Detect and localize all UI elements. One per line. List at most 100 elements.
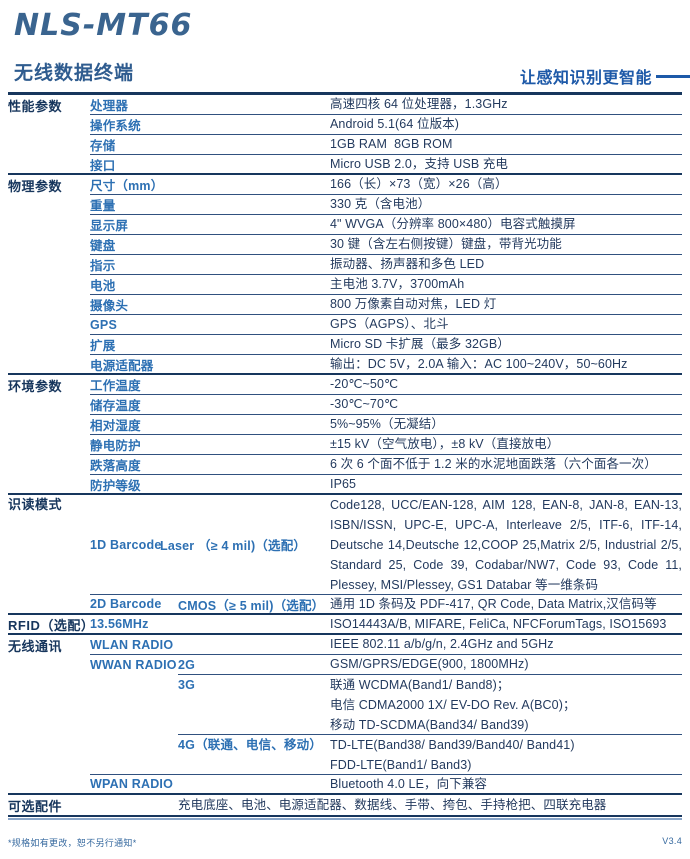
attr-label: 操作系统: [90, 119, 141, 133]
spacer: [8, 435, 90, 455]
spacer: [8, 355, 90, 373]
table-row: 物理参数 尺寸（mm） 166（长）×73（宽）×26（高）: [8, 175, 682, 195]
spacer: [8, 275, 90, 295]
row-content: 13.56MHz ISO14443A/B, MIFARE, FeliCa, NF…: [90, 615, 682, 633]
attr-value: GPS（AGPS）、北斗: [330, 317, 449, 331]
spacer: [8, 595, 90, 613]
row-content: 键盘 30 键（含左右侧按键）键盘，带背光功能: [90, 235, 682, 255]
barcode-type-label: 1D Barcode: [90, 537, 162, 552]
row-content: 接口 Micro USB 2.0，支持 USB 充电: [90, 155, 682, 173]
spacer: [8, 455, 90, 475]
attr-label: 13.56MHz: [90, 617, 149, 631]
table-row: 环境参数 工作温度 -20℃~50℃: [8, 375, 682, 395]
table-row-4g: 4G（联通、电信、移动） TD-LTE(Band38/ Band39/Band4…: [8, 735, 682, 775]
attr-value: 主电池 3.7V，3700mAh: [330, 277, 465, 291]
section-label-performance: 性能参数: [8, 98, 63, 114]
row-content: 3G 联通 WCDMA(Band1/ Band8)； 电信 CDMA2000 1…: [178, 675, 682, 735]
table-row-1d-barcode: 识读模式 1D Barcode Laser （≥ 4 mil)（选配） Code…: [8, 495, 682, 595]
attr-value: Bluetooth 4.0 LE，向下兼容: [330, 776, 488, 791]
attr-label: 键盘: [90, 239, 116, 253]
row-content: 处理器 高速四核 64 位处理器，1.3GHz: [90, 95, 682, 115]
attr-value: 高速四核 64 位处理器，1.3GHz: [330, 97, 508, 111]
spacer: [8, 675, 90, 735]
table-row: 电源适配器 输出：DC 5V，2.0A 输入：AC 100~240V，50~60…: [8, 355, 682, 375]
attr-value: Code128, UCC/EAN-128, AIM 128, EAN-8, JA…: [330, 497, 682, 592]
attr-label: WWAN RADIO: [90, 658, 177, 672]
spacer: [8, 115, 90, 135]
spacer: [8, 235, 90, 255]
attr-label: 尺寸（mm）: [90, 179, 164, 193]
spacer: [8, 655, 90, 675]
spacer: [8, 475, 90, 493]
table-row: 储存温度 -30℃~70℃: [8, 395, 682, 415]
spacer: [8, 775, 90, 793]
header-rule: [8, 92, 682, 95]
table-row-2d-barcode: 2D Barcode CMOS（≥ 5 mil)（选配） 通用 1D 条码及 P…: [8, 595, 682, 615]
table-row-3g: 3G 联通 WCDMA(Band1/ Band8)； 电信 CDMA2000 1…: [8, 675, 682, 735]
attr-value: 6 次 6 个面不低于 1.2 米的水泥地面跌落（六个面各一次）: [330, 457, 657, 471]
attr-value: ±15 kV（空气放电），±8 kV（直接放电）: [330, 437, 560, 451]
section-label-rfid: RFID（选配）: [8, 617, 95, 633]
brand-slogan: 让感知识别更智能: [519, 70, 652, 87]
attr-value: Android 5.1(64 位版本): [330, 117, 460, 131]
attr-label: WPAN RADIO: [90, 777, 174, 791]
section-label-scanning: 识读模式: [8, 497, 63, 512]
attr-value: 通用 1D 条码及 PDF-417, QR Code, Data Matrix,…: [330, 596, 657, 611]
spacer: [8, 335, 90, 355]
attr-label: 防护等级: [90, 478, 141, 493]
attr-label: 储存温度: [90, 399, 141, 413]
attr-label: 相对湿度: [90, 419, 141, 433]
product-model-title: NLS-MT66: [14, 8, 193, 43]
attr-label: 扩展: [90, 339, 116, 353]
row-content: 储存温度 -30℃~70℃: [90, 395, 682, 415]
spec-table: 性能参数 处理器 高速四核 64 位处理器，1.3GHz 操作系统 Androi…: [8, 95, 682, 815]
engine-label: Laser （≥ 4 mil)（选配）: [160, 539, 307, 553]
row-content: 存储 1GB RAM 8GB ROM: [90, 135, 682, 155]
table-row: 接口 Micro USB 2.0，支持 USB 充电: [8, 155, 682, 175]
attr-value: 30 键（含左右侧按键）键盘，带背光功能: [330, 237, 562, 251]
table-row: 扩展 Micro SD 卡扩展（最多 32GB）: [8, 335, 682, 355]
attr-value: IP65: [330, 476, 357, 491]
row-content: 摄像头 800 万像素自动对焦，LED 灯: [90, 295, 682, 315]
spacer: [8, 735, 90, 775]
table-row: GPS GPS（AGPS）、北斗: [8, 315, 682, 335]
slogan-dash-rule: [656, 75, 690, 78]
attr-value: Micro USB 2.0，支持 USB 充电: [330, 156, 509, 171]
section-label-wireless: 无线通讯: [8, 638, 63, 654]
value-line: TD-LTE(Band38/ Band39/Band40/ Band41): [330, 737, 575, 752]
row-content: 2D Barcode CMOS（≥ 5 mil)（选配） 通用 1D 条码及 P…: [90, 595, 682, 613]
table-row: 重量 330 克（含电池）: [8, 195, 682, 215]
engine-label: CMOS（≥ 5 mil)（选配）: [178, 598, 325, 613]
row-content: 尺寸（mm） 166（长）×73（宽）×26（高）: [90, 175, 682, 195]
spacer: [8, 215, 90, 235]
attr-label: GPS: [90, 317, 117, 332]
barcode-type-label: 2D Barcode: [90, 597, 162, 611]
spacer: [8, 295, 90, 315]
attr-value: 5%~95%（无凝结）: [330, 417, 444, 431]
band-label: 2G: [178, 657, 196, 672]
row-content: 充电底座、电池、电源适配器、数据线、手带、挎包、手持枪把、四联充电器: [90, 795, 682, 815]
attr-value: Micro SD 卡扩展（最多 32GB）: [330, 337, 510, 351]
table-row: 相对湿度 5%~95%（无凝结）: [8, 415, 682, 435]
disclaimer-note: *规格如有更改，恕不另行通知*: [8, 838, 137, 848]
row-content: 显示屏 4" WVGA（分辨率 800×480）电容式触摸屏: [90, 215, 682, 235]
spacer: [8, 415, 90, 435]
table-row: 跌落高度 6 次 6 个面不低于 1.2 米的水泥地面跌落（六个面各一次）: [8, 455, 682, 475]
section-label-physical: 物理参数: [8, 178, 63, 194]
table-row: 电池 主电池 3.7V，3700mAh: [8, 275, 682, 295]
band-label: 3G: [178, 678, 196, 692]
attr-label: 处理器: [90, 99, 129, 113]
attr-label: 跌落高度: [90, 459, 141, 473]
attr-label: 电源适配器: [90, 358, 154, 373]
row-content: 2G GSM/GPRS/EDGE(900, 1800MHz): [178, 655, 682, 675]
row-content: 电池 主电池 3.7V，3700mAh: [90, 275, 682, 295]
table-row: 存储 1GB RAM 8GB ROM: [8, 135, 682, 155]
value-line: FDD-LTE(Band1/ Band3): [330, 757, 472, 772]
attr-label: 工作温度: [90, 379, 141, 393]
attr-value: TD-LTE(Band38/ Band39/Band40/ Band41) FD…: [330, 735, 682, 775]
table-row: 操作系统 Android 5.1(64 位版本): [8, 115, 682, 135]
attr-value: ISO14443A/B, MIFARE, FeliCa, NFCForumTag…: [330, 616, 667, 631]
band-label: 4G（联通、电信、移动）: [178, 738, 323, 752]
row-content: 操作系统 Android 5.1(64 位版本): [90, 115, 682, 135]
table-row: 摄像头 800 万像素自动对焦，LED 灯: [8, 295, 682, 315]
